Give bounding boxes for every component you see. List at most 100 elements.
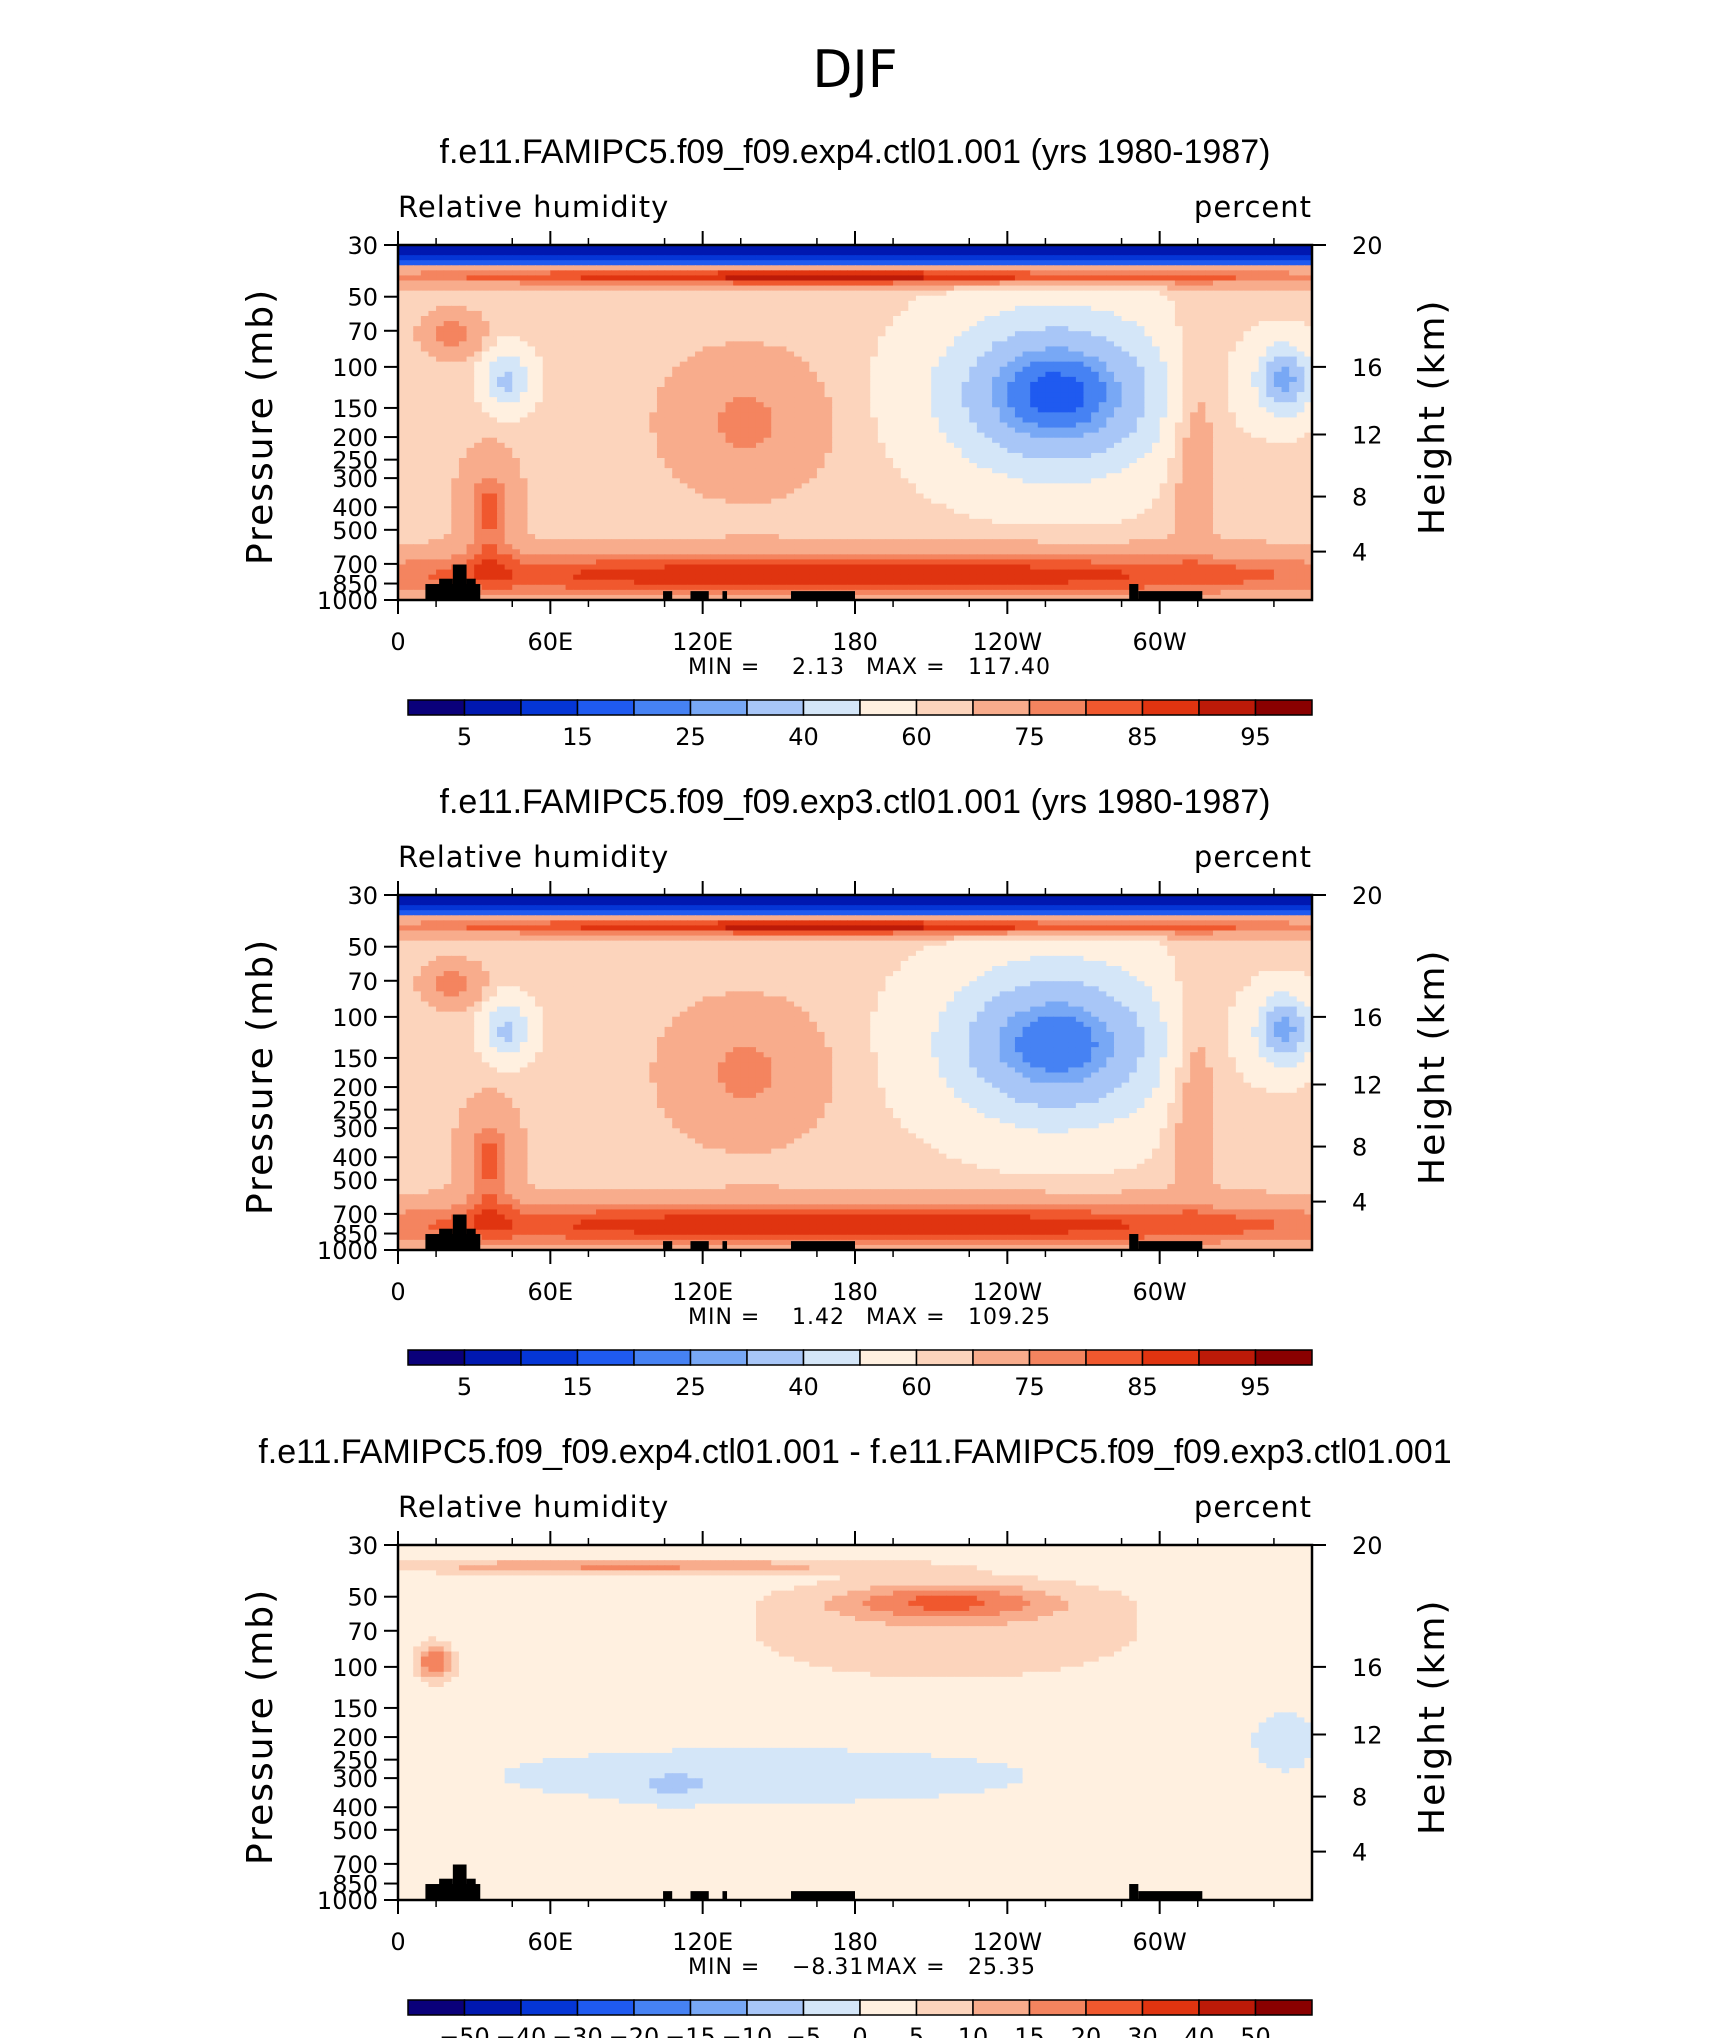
colorbar-box (576, 1999, 635, 2016)
y-tick-label: 70 (347, 968, 378, 996)
colorbar-label: −40 (496, 2023, 547, 2038)
topography-mask (663, 1891, 673, 1900)
x-tick-label: 120W (973, 1278, 1043, 1306)
colorbar-box (689, 1999, 748, 2016)
colorbar-box (407, 1999, 466, 2016)
topography-mask (722, 1891, 728, 1900)
colorbar-box (633, 699, 692, 716)
max-label: MAX = (866, 655, 946, 680)
topography-mask (1138, 591, 1203, 600)
topography-mask (791, 591, 855, 600)
topography-mask (663, 1241, 673, 1250)
heatmap-cells (398, 895, 1313, 1251)
y-right-tick-label: 20 (1352, 1532, 1383, 1560)
colorbar-label: −30 (552, 2023, 603, 2038)
y-tick-label: 850 (332, 1221, 378, 1249)
colorbar-label: 10 (958, 2023, 989, 2038)
colorbar-label: 20 (1071, 2023, 1102, 2038)
colorbar-box (1028, 1349, 1087, 1366)
right-string: percent (1012, 190, 1312, 224)
colorbar-label: −50 (439, 2023, 490, 2038)
y-tick-label: 30 (347, 1532, 378, 1560)
y-tick-label: 30 (347, 882, 378, 910)
topography-mask (466, 1878, 476, 1900)
colorbar-box (520, 699, 579, 716)
y-tick-label: 850 (332, 571, 378, 599)
colorbar-box (1254, 1349, 1313, 1366)
topography-mask (1129, 1884, 1139, 1900)
y-right-tick-label: 8 (1352, 1784, 1367, 1812)
y-tick-label: 500 (332, 1817, 378, 1845)
y-right-tick-label: 16 (1352, 354, 1383, 382)
x-tick-label: 180 (832, 1928, 878, 1956)
x-tick-label: 120W (973, 628, 1043, 656)
topography-mask (439, 1878, 453, 1900)
colorbar-label: 75 (1014, 723, 1045, 751)
heatmap-cells (398, 1545, 1313, 1901)
colorbar-box (1141, 699, 1200, 716)
topography-mask (690, 591, 709, 600)
x-tick-label: 60E (527, 1278, 573, 1306)
x-tick-label: 60W (1133, 1278, 1187, 1306)
y-right-tick-label: 4 (1352, 1839, 1367, 1867)
y-axis-label-right: Height (km) (1412, 299, 1453, 535)
colorbar-box (915, 1349, 974, 1366)
y-right-tick-label: 16 (1352, 1004, 1383, 1032)
y-tick-label: 150 (332, 1695, 378, 1723)
colorbar-box (576, 1349, 635, 1366)
y-tick-label: 100 (332, 1004, 378, 1032)
y-tick-label: 250 (332, 1747, 378, 1775)
y-tick-label: 400 (332, 1794, 378, 1822)
topography-mask (690, 1891, 709, 1900)
colorbar-label: 95 (1240, 1373, 1271, 1401)
colorbar-box (520, 1349, 579, 1366)
colorbar-box (463, 1349, 522, 1366)
colorbar-label: 40 (788, 1373, 819, 1401)
colorbar-label: 15 (1014, 2023, 1045, 2038)
colorbar-box (746, 1999, 805, 2016)
y-right-tick-label: 4 (1352, 1189, 1367, 1217)
colorbar-box (859, 1349, 918, 1366)
topography-mask (1138, 1891, 1203, 1900)
y-tick-label: 100 (332, 354, 378, 382)
y-tick-label: 700 (332, 1851, 378, 1879)
y-right-tick-label: 16 (1352, 1654, 1383, 1682)
colorbar-box (520, 1999, 579, 2016)
max-value: 25.35 (968, 1955, 1036, 1980)
max-value: 109.25 (968, 1305, 1051, 1330)
colorbar-label: 75 (1014, 1373, 1045, 1401)
plot-frame (396, 893, 1314, 1252)
colorbar-label: −15 (665, 2023, 716, 2038)
y-right-tick-label: 12 (1352, 1721, 1383, 1749)
y-right-tick-label: 12 (1352, 421, 1383, 449)
y-axis-label: Pressure (mb) (240, 288, 281, 565)
x-tick-label: 0 (390, 1278, 405, 1306)
topography-mask (722, 591, 728, 600)
heatmap-cells (398, 245, 1313, 601)
min-value: 2.13 (792, 655, 845, 680)
x-tick-label: 60W (1133, 628, 1187, 656)
topography-mask (722, 1241, 728, 1250)
left-string: Relative humidity (398, 840, 669, 874)
left-string: Relative humidity (398, 190, 669, 224)
colorbar-box (802, 1349, 861, 1366)
topography-mask (1138, 1241, 1203, 1250)
colorbar-label: −10 (722, 2023, 773, 2038)
y-tick-label: 50 (347, 1584, 378, 1612)
topography-mask (439, 578, 453, 600)
min-label: MIN = (688, 1305, 760, 1330)
colorbar-box (1198, 1349, 1257, 1366)
y-tick-label: 1000 (317, 1237, 378, 1265)
colorbar-label: 30 (1127, 2023, 1158, 2038)
colorbar-label: 85 (1127, 723, 1158, 751)
colorbar-box (972, 1999, 1031, 2016)
colorbar-box (633, 1999, 692, 2016)
y-tick-label: 50 (347, 284, 378, 312)
colorbar-box (972, 1349, 1031, 1366)
x-tick-label: 0 (390, 1928, 405, 1956)
y-tick-label: 250 (332, 447, 378, 475)
colorbar-box (1085, 1999, 1144, 2016)
colorbar-box (1254, 699, 1313, 716)
colorbar-box (859, 1999, 918, 2016)
y-right-tick-label: 4 (1352, 539, 1367, 567)
